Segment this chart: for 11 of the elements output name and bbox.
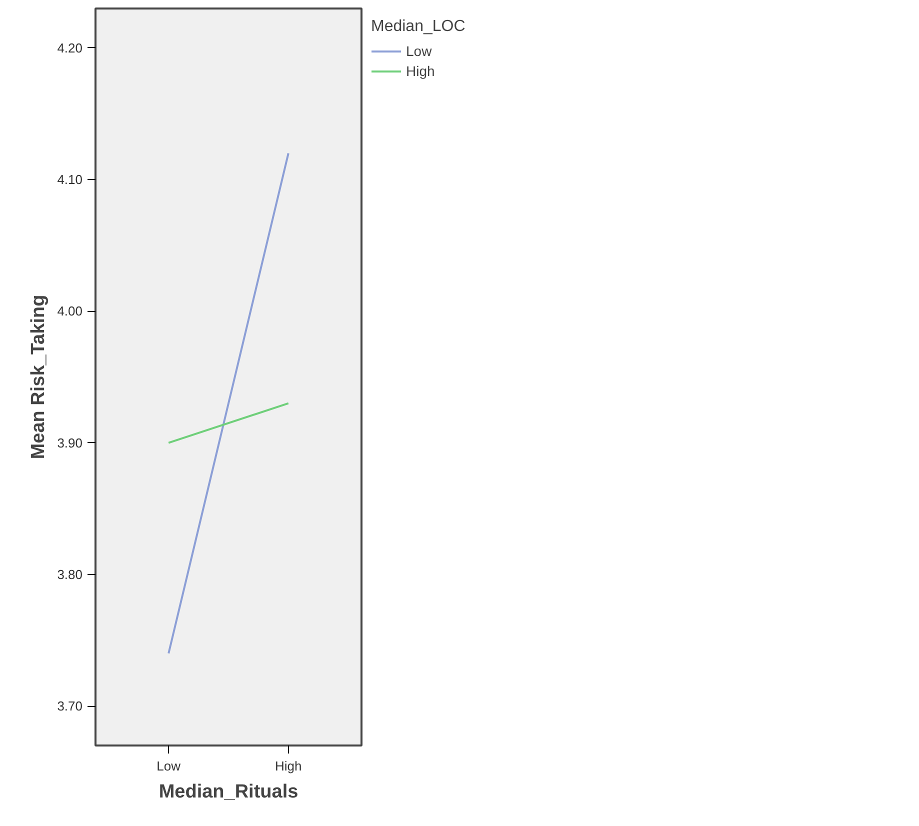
y-tick-label: 3.70 bbox=[57, 698, 83, 714]
legend-label: High bbox=[406, 63, 435, 79]
y-axis-title: Mean Risk_Taking bbox=[28, 294, 50, 460]
legend-label: Low bbox=[406, 43, 432, 59]
y-tick-label: 4.20 bbox=[57, 40, 83, 56]
y-tick-label: 3.80 bbox=[57, 566, 83, 582]
y-tick-label: 4.00 bbox=[57, 304, 83, 319]
y-tick-label: 4.10 bbox=[57, 172, 83, 188]
legend-title: Median_LOC bbox=[371, 18, 466, 36]
y-tick-label: 3.90 bbox=[57, 435, 83, 450]
x-axis-title: Median_Rituals bbox=[158, 782, 298, 802]
